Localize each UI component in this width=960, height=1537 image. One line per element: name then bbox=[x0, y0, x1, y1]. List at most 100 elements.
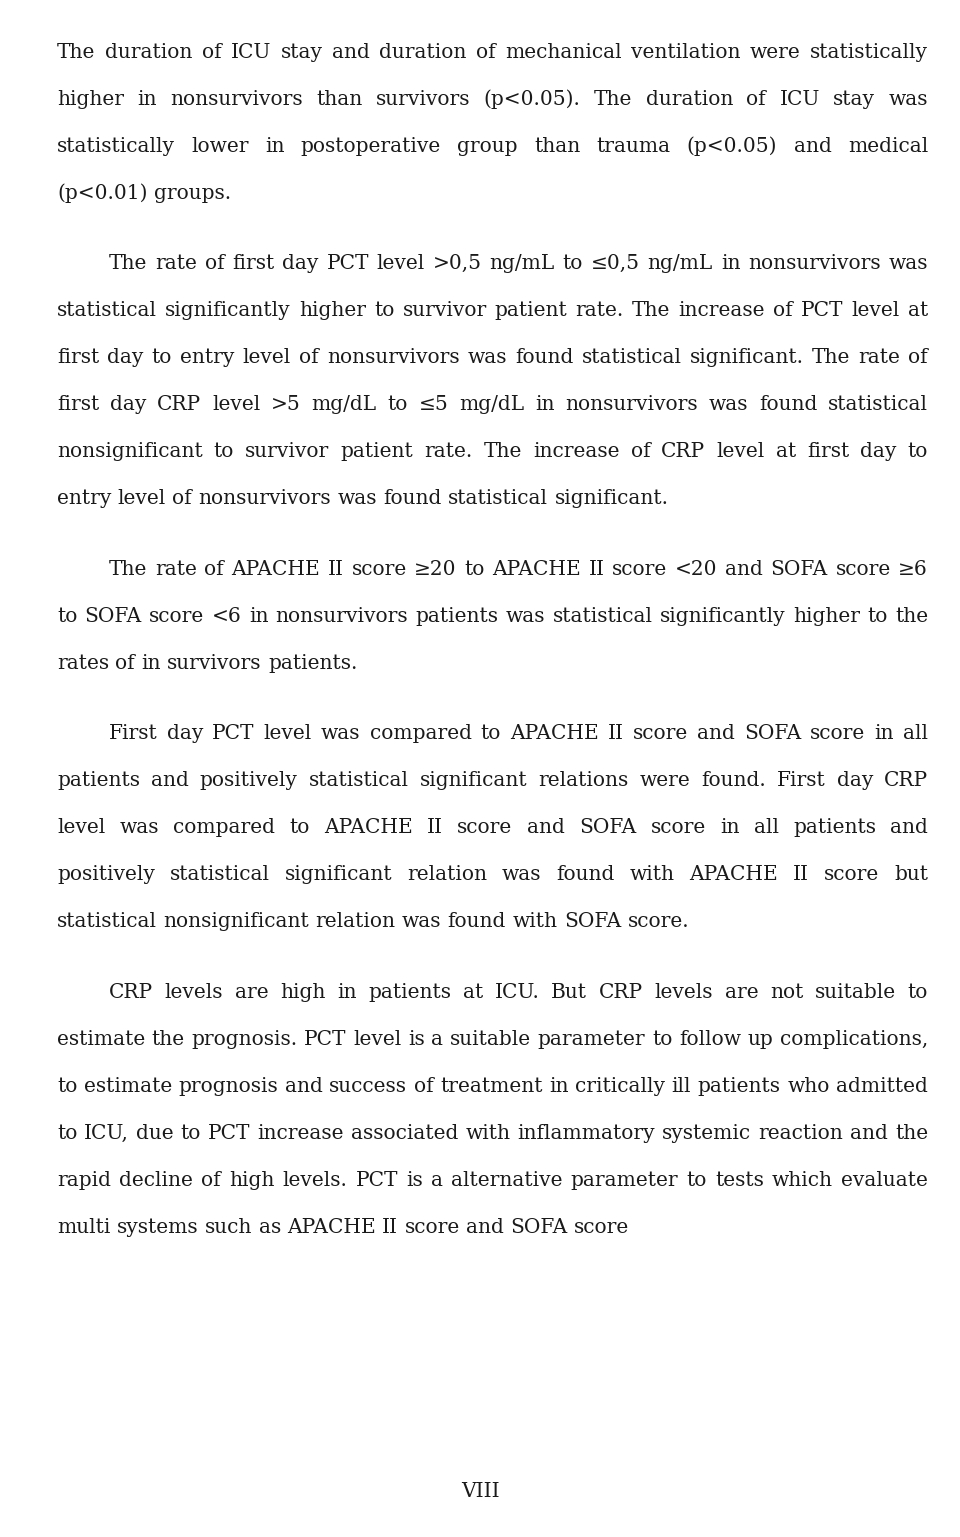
Text: day: day bbox=[860, 443, 897, 461]
Text: level: level bbox=[852, 301, 900, 320]
Text: groups.: groups. bbox=[154, 184, 231, 203]
Text: complications,: complications, bbox=[780, 1030, 928, 1048]
Text: ≤5: ≤5 bbox=[419, 395, 448, 413]
Text: estimate: estimate bbox=[84, 1077, 172, 1096]
Text: nonsurvivors: nonsurvivors bbox=[276, 607, 408, 626]
Text: to: to bbox=[465, 559, 485, 579]
Text: duration: duration bbox=[646, 89, 733, 109]
Text: higher: higher bbox=[793, 607, 860, 626]
Text: is: is bbox=[408, 1030, 425, 1048]
Text: found: found bbox=[447, 911, 506, 931]
Text: of: of bbox=[476, 43, 495, 61]
Text: increase: increase bbox=[533, 443, 619, 461]
Text: evaluate: evaluate bbox=[841, 1171, 928, 1190]
Text: nonsurvivors: nonsurvivors bbox=[748, 254, 880, 274]
Text: in: in bbox=[337, 982, 356, 1002]
Text: positively: positively bbox=[200, 772, 298, 790]
Text: But: But bbox=[551, 982, 588, 1002]
Text: a: a bbox=[431, 1030, 444, 1048]
Text: to: to bbox=[686, 1171, 707, 1190]
Text: who: who bbox=[787, 1077, 829, 1096]
Text: >5: >5 bbox=[271, 395, 300, 413]
Text: First: First bbox=[109, 724, 157, 744]
Text: of: of bbox=[631, 443, 650, 461]
Text: prognosis: prognosis bbox=[179, 1077, 278, 1096]
Text: of: of bbox=[414, 1077, 434, 1096]
Text: and: and bbox=[725, 559, 763, 579]
Text: nonsurvivors: nonsurvivors bbox=[327, 349, 460, 367]
Text: the: the bbox=[895, 1124, 928, 1142]
Text: and: and bbox=[890, 818, 928, 838]
Text: levels: levels bbox=[655, 982, 713, 1002]
Text: of: of bbox=[115, 653, 135, 673]
Text: stay: stay bbox=[833, 89, 876, 109]
Text: at: at bbox=[776, 443, 796, 461]
Text: duration: duration bbox=[105, 43, 192, 61]
Text: suitable: suitable bbox=[815, 982, 896, 1002]
Text: up: up bbox=[748, 1030, 773, 1048]
Text: significantly: significantly bbox=[660, 607, 785, 626]
Text: was: was bbox=[402, 911, 442, 931]
Text: >0,5: >0,5 bbox=[433, 254, 482, 274]
Text: follow: follow bbox=[679, 1030, 741, 1048]
Text: found: found bbox=[383, 489, 442, 509]
Text: success: success bbox=[329, 1077, 407, 1096]
Text: rate: rate bbox=[858, 349, 900, 367]
Text: patients.: patients. bbox=[268, 653, 358, 673]
Text: PCT: PCT bbox=[326, 254, 369, 274]
Text: of: of bbox=[908, 349, 928, 367]
Text: patient: patient bbox=[341, 443, 413, 461]
Text: rate: rate bbox=[156, 254, 197, 274]
Text: statistical: statistical bbox=[582, 349, 682, 367]
Text: with: with bbox=[630, 865, 675, 884]
Text: and: and bbox=[850, 1124, 888, 1142]
Text: high: high bbox=[228, 1171, 275, 1190]
Text: levels: levels bbox=[165, 982, 224, 1002]
Text: relation: relation bbox=[407, 865, 487, 884]
Text: and: and bbox=[467, 1217, 504, 1237]
Text: level: level bbox=[353, 1030, 401, 1048]
Text: APACHE: APACHE bbox=[689, 865, 779, 884]
Text: significant.: significant. bbox=[554, 489, 668, 509]
Text: score: score bbox=[633, 724, 688, 744]
Text: as: as bbox=[258, 1217, 280, 1237]
Text: SOFA: SOFA bbox=[744, 724, 802, 744]
Text: was: was bbox=[889, 254, 928, 274]
Text: SOFA: SOFA bbox=[84, 607, 142, 626]
Text: found: found bbox=[758, 395, 817, 413]
Text: lower: lower bbox=[191, 137, 249, 155]
Text: significantly: significantly bbox=[165, 301, 291, 320]
Text: survivor: survivor bbox=[402, 301, 487, 320]
Text: found: found bbox=[516, 349, 573, 367]
Text: ≥20: ≥20 bbox=[415, 559, 457, 579]
Text: APACHE: APACHE bbox=[492, 559, 581, 579]
Text: to: to bbox=[57, 1077, 78, 1096]
Text: associated: associated bbox=[351, 1124, 459, 1142]
Text: APACHE: APACHE bbox=[510, 724, 599, 744]
Text: ≤0,5: ≤0,5 bbox=[591, 254, 640, 274]
Text: (p<0.01): (p<0.01) bbox=[57, 184, 148, 203]
Text: patient: patient bbox=[494, 301, 567, 320]
Text: level: level bbox=[716, 443, 764, 461]
Text: systemic: systemic bbox=[662, 1124, 752, 1142]
Text: level: level bbox=[377, 254, 425, 274]
Text: and: and bbox=[151, 772, 189, 790]
Text: to: to bbox=[867, 607, 888, 626]
Text: patients: patients bbox=[369, 982, 451, 1002]
Text: to: to bbox=[180, 1124, 202, 1142]
Text: CRP: CRP bbox=[109, 982, 154, 1002]
Text: increase: increase bbox=[257, 1124, 345, 1142]
Text: first: first bbox=[57, 395, 99, 413]
Text: compared: compared bbox=[173, 818, 276, 838]
Text: at: at bbox=[908, 301, 928, 320]
Text: treatment: treatment bbox=[440, 1077, 542, 1096]
Text: PCT: PCT bbox=[355, 1171, 398, 1190]
Text: statistically: statistically bbox=[810, 43, 928, 61]
Text: to: to bbox=[907, 982, 928, 1002]
Text: to: to bbox=[481, 724, 501, 744]
Text: ≥6: ≥6 bbox=[899, 559, 928, 579]
Text: and: and bbox=[527, 818, 564, 838]
Text: found.: found. bbox=[701, 772, 766, 790]
Text: stay: stay bbox=[280, 43, 323, 61]
Text: The: The bbox=[484, 443, 522, 461]
